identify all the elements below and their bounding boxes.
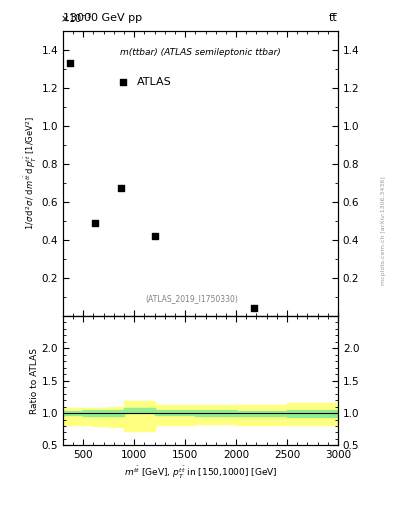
Text: mcplots.cern.ch [arXiv:1306.3436]: mcplots.cern.ch [arXiv:1306.3436] <box>381 176 386 285</box>
Point <box>118 184 124 193</box>
Point <box>92 219 99 227</box>
Text: 13000 GeV pp: 13000 GeV pp <box>63 13 142 23</box>
Text: ATLAS: ATLAS <box>137 77 172 87</box>
Text: m(ttbar) (ATLAS semileptonic ttbar): m(ttbar) (ATLAS semileptonic ttbar) <box>120 48 281 57</box>
Text: (ATLAS_2019_I1750330): (ATLAS_2019_I1750330) <box>146 294 239 304</box>
Y-axis label: $1/\sigma\,\mathrm{d}^2\sigma\,/\,\mathrm{d}\,m^{t\bar{t}}\,\mathrm{d}\,p_T^{t\b: $1/\sigma\,\mathrm{d}^2\sigma\,/\,\mathr… <box>22 116 39 230</box>
Text: $\times10^{-3}$: $\times10^{-3}$ <box>60 11 92 25</box>
X-axis label: $m^{t\bar{t}}$ [GeV], $p_T^{t\bar{t}}$ in [150,1000] [GeV]: $m^{t\bar{t}}$ [GeV], $p_T^{t\bar{t}}$ i… <box>124 464 277 481</box>
Point <box>151 232 158 240</box>
Point <box>67 59 73 67</box>
Point <box>251 304 257 312</box>
Y-axis label: Ratio to ATLAS: Ratio to ATLAS <box>29 348 39 414</box>
Text: tt̅: tt̅ <box>329 13 338 23</box>
